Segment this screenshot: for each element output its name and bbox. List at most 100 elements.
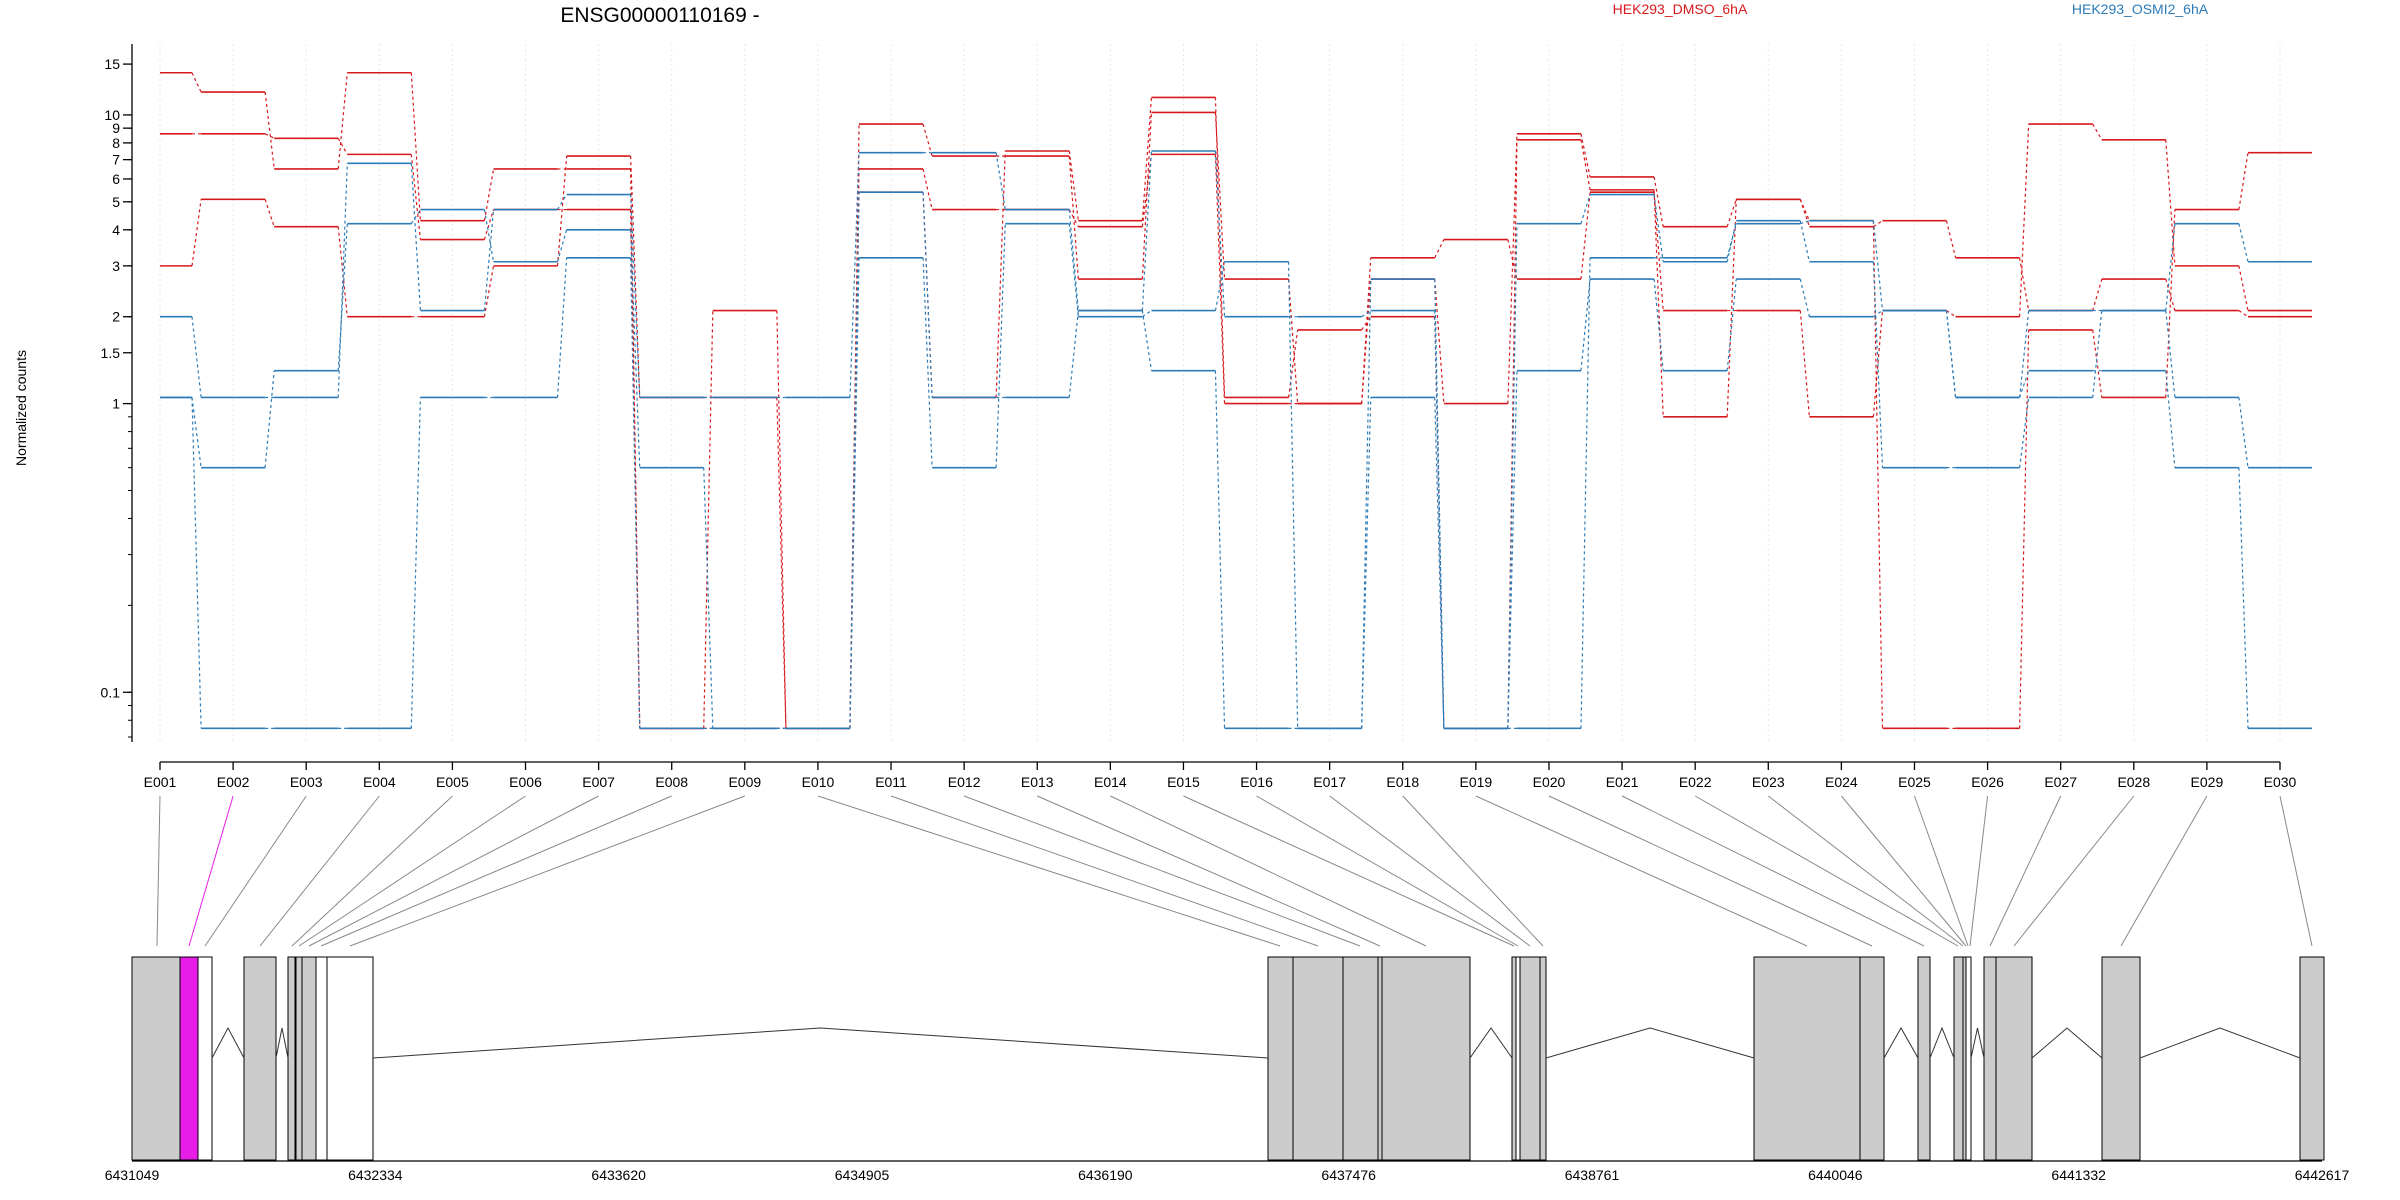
y-tick-label: 8 [112,135,120,151]
exon-connector [817,795,1281,947]
exon-connector [2279,795,2313,947]
data-transition [995,150,1006,398]
data-transition [1507,370,1518,729]
data-transition [1361,279,1372,729]
data-transition [1873,220,1883,228]
data-transition [337,72,348,169]
intron-line [1883,1026,1919,1059]
series-HEK293_DMSO_6hA [160,96,2312,730]
exon-connector [1037,795,1381,947]
series-HEK293_OSMI2_6hA [160,208,2312,730]
data-transition [2018,397,2030,468]
y-tick-label: 6 [112,171,120,187]
intron-line [372,1027,1269,1059]
data-transition [483,168,495,221]
exon-connector [1256,795,1519,947]
exon-block [1511,956,1517,1161]
data-transition [1799,278,1810,317]
legend-dmso: HEK293_DMSO_6hA [1613,1,1748,17]
intron-line [275,1027,289,1059]
data-transition [922,257,933,468]
y-tick-label: 7 [112,152,120,168]
x-tick-label: E007 [582,774,615,790]
genomic-tick-label: 6438761 [1565,1167,1620,1183]
highlighted-exon [179,956,199,1161]
data-transition [2238,152,2249,210]
exon-block [2299,956,2325,1161]
data-transition [1287,279,1299,404]
exon-connector [308,795,599,947]
data-transition [410,209,421,225]
data-transition [1068,310,1079,398]
genomic-tick-label: 6434905 [835,1167,890,1183]
data-transition [1799,310,1810,417]
data-transition [630,194,641,398]
data-transition [1141,150,1153,311]
data-transition [1287,261,1299,729]
exon-block [1953,956,1964,1161]
data-transition [922,123,933,157]
y-tick-label: 5 [112,194,120,210]
x-tick-label: E009 [728,774,761,790]
y-tick-label: 1.5 [101,345,121,361]
x-tick-label: E001 [144,774,177,790]
genomic-tick-label: 6432334 [348,1167,403,1183]
exon-block [287,956,296,1161]
x-tick-label: E018 [1386,774,1419,790]
series-HEK293_DMSO_6hA [160,71,2312,730]
data-transition [410,154,422,240]
exon-block [1377,956,1383,1161]
data-transition [1068,223,1079,317]
data-transition [922,168,933,210]
data-transition [1726,220,1737,262]
data-transition [2019,370,2030,398]
data-transition [1214,370,1226,729]
exon-connector [2120,795,2208,947]
x-tick-label: E017 [1313,774,1346,790]
x-tick-label: E005 [436,774,469,790]
exon-connector [1914,795,1969,947]
data-transition [1726,279,1737,371]
data-transition [630,229,641,468]
exon-connector [1402,795,1544,947]
exon-connector [1475,795,1808,947]
data-transition [191,397,202,729]
data-transition [2092,123,2103,141]
intron-line [211,1026,245,1059]
genomic-axis: 6431049 6432334 6433620 6434905 6436190 64374… [105,1160,2349,1183]
data-transition [2238,310,2249,318]
data-transition [337,137,348,155]
data-transition [1214,97,1226,398]
gridlines [159,44,2281,742]
data-transition [1580,192,1591,280]
exon-connectors [156,795,2313,947]
exon-block [326,956,374,1161]
genomic-tick-label: 6440046 [1808,1167,1863,1183]
exon-connector [291,795,453,947]
exon-connector [1110,795,1427,947]
data-transition [1214,112,1226,280]
exon-connector [320,795,672,947]
genomic-tick-label: 6441332 [2051,1167,2106,1183]
exon-connector [188,795,234,947]
data-transition [483,265,495,317]
data-transition [1580,139,1591,190]
data-transition [410,397,422,729]
x-tick-label: E011 [875,774,907,790]
data-transition [556,257,568,398]
data-transition [556,156,568,266]
intron-line [1469,1027,1513,1059]
exon-block [1753,956,1861,1161]
data-transition [410,72,422,221]
data-transition [1800,220,1810,225]
data-transition [1653,189,1664,417]
exon-connector [298,795,526,947]
x-tick-label: E029 [2191,774,2224,790]
data-transition [1653,176,1664,227]
genomic-tick-label: 6437476 [1321,1167,1376,1183]
data-transition [1580,257,1591,729]
intron-line [1929,1026,1955,1059]
data-transition [849,192,860,729]
data-transition [1726,199,1737,227]
data-transition [1507,223,1518,729]
